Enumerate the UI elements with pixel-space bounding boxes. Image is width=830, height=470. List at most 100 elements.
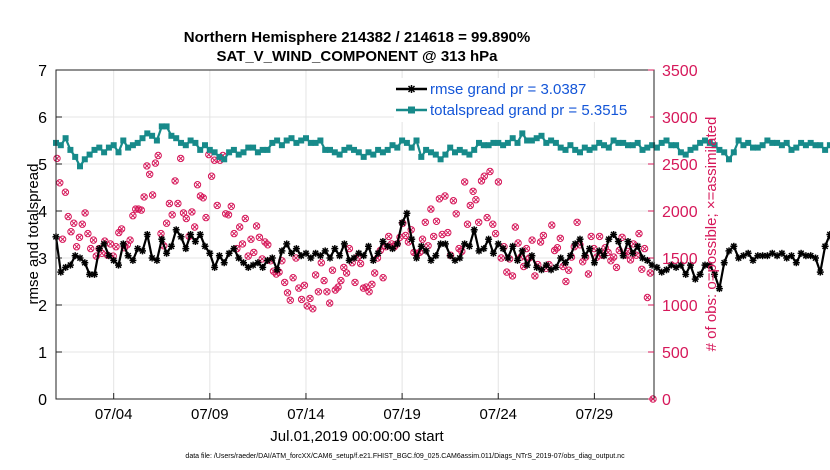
rmse-point <box>139 247 146 255</box>
obs-count-point <box>188 208 196 216</box>
totalspread-point <box>533 135 540 142</box>
totalspread-point <box>495 139 502 146</box>
obs-assimilated-marker <box>352 279 358 286</box>
obs-count-point <box>171 177 179 185</box>
obs-count-point <box>463 220 472 228</box>
totalspread-point <box>101 149 108 156</box>
obs-count-point <box>432 217 441 226</box>
obs-assimilated-marker <box>633 252 639 258</box>
obs-count-point <box>314 288 323 296</box>
rmse-point <box>696 270 704 278</box>
obs-count-point <box>56 179 64 187</box>
rmse-point <box>158 235 166 243</box>
obs-assimilated-marker <box>68 228 74 235</box>
obs-count-point <box>154 151 162 160</box>
obs-count-point <box>640 244 649 253</box>
obs-possible-marker <box>129 211 137 220</box>
obs-possible-marker <box>508 272 517 280</box>
obs-assimilated-marker <box>189 209 195 215</box>
obs-count-point <box>281 278 289 287</box>
totalspread-point <box>653 144 660 151</box>
obs-count-point <box>385 232 393 241</box>
rmse-point <box>321 247 329 255</box>
totalspread-point <box>726 156 732 163</box>
obs-count-point <box>89 236 98 244</box>
obs-assimilated-marker <box>82 210 88 216</box>
obs-possible-marker <box>472 195 480 204</box>
totalspread-point <box>610 137 617 144</box>
obs-assimilated-marker <box>557 235 564 242</box>
obs-possible-marker <box>84 229 92 238</box>
obs-assimilated-marker <box>343 270 350 276</box>
obs-count-point <box>165 199 174 208</box>
rmse-point <box>634 242 642 250</box>
legend-totalspread-label: totalspread grand pr = 5.3515 <box>430 102 627 119</box>
totalspread-point <box>254 149 261 156</box>
totalspread-point <box>826 142 830 149</box>
x-axis-ticks: 07/04 07/09 07/14 07/19 07/24 07/29 <box>95 393 613 423</box>
obs-possible-marker <box>297 295 306 304</box>
rmse-point <box>143 231 151 238</box>
obs-assimilated-marker <box>211 157 218 163</box>
rmse-point <box>172 226 180 234</box>
obs-assimilated-marker <box>329 267 336 273</box>
obs-possible-marker <box>469 187 477 196</box>
obs-assimilated-marker <box>608 258 614 264</box>
totalspread-point <box>341 146 348 153</box>
obs-possible-marker <box>418 235 427 243</box>
rmse-point <box>417 242 425 250</box>
totalspread-point <box>293 139 300 146</box>
rmse-point <box>509 242 517 250</box>
obs-possible-marker <box>427 205 435 213</box>
obs-assimilated-marker <box>99 250 105 257</box>
obs-assimilated-marker <box>537 239 544 245</box>
obs-possible-marker <box>491 229 500 238</box>
obs-assimilated-marker <box>251 249 257 256</box>
obs-possible-marker <box>466 201 474 210</box>
obs-count-point <box>213 201 221 210</box>
obs-assimilated-marker <box>318 259 325 266</box>
rmse-point <box>562 259 569 267</box>
rmse-point <box>514 256 521 264</box>
totalspread-point <box>702 137 708 144</box>
obs-possible-marker <box>365 288 373 296</box>
totalspread-point <box>673 142 680 149</box>
totalspread-point <box>649 142 656 149</box>
totalspread-point <box>735 137 742 144</box>
rmse-point <box>278 247 286 255</box>
obs-possible-marker <box>286 296 294 304</box>
obs-possible-marker <box>281 278 289 287</box>
obs-count-point <box>430 232 438 241</box>
obs-possible-marker <box>190 223 199 231</box>
obs-assimilated-marker <box>248 236 254 242</box>
rmse-point <box>427 256 435 264</box>
x-tick-label: 07/14 <box>287 406 325 423</box>
obs-assimilated-marker <box>473 196 479 203</box>
obs-possible-marker <box>584 270 593 278</box>
obs-possible-marker <box>320 276 328 285</box>
totalspread-point <box>322 146 329 153</box>
right-tick-label: 1500 <box>662 251 698 268</box>
obs-assimilated-marker <box>498 255 504 261</box>
totalspread-point <box>514 139 521 146</box>
rmse-point <box>653 263 661 271</box>
legend-rmse-label: rmse grand pr = 3.0387 <box>430 81 586 98</box>
totalspread-point <box>668 142 675 149</box>
obs-possible-marker <box>140 193 148 201</box>
obs-count-point <box>323 288 331 296</box>
rmse-point <box>456 254 464 262</box>
totalspread-point <box>447 144 454 151</box>
obs-possible-marker <box>145 170 154 179</box>
obs-assimilated-marker <box>279 258 285 264</box>
obs-count-point <box>427 205 435 213</box>
totalspread-point <box>793 144 800 151</box>
obs-assimilated-marker <box>324 289 330 295</box>
totalspread-point <box>711 142 718 149</box>
obs-count-point <box>86 244 95 253</box>
rmse-point <box>639 254 646 262</box>
obs-assimilated-marker <box>422 219 429 226</box>
obs-possible-marker <box>475 218 483 227</box>
totalspread-point <box>682 151 689 158</box>
rmse-point <box>115 261 122 269</box>
obs-possible-marker <box>430 232 438 241</box>
